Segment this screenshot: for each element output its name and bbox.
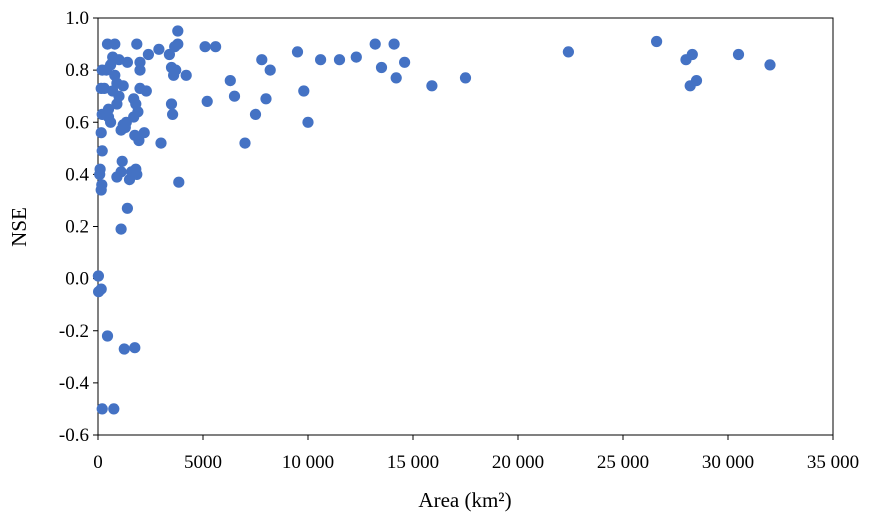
data-point	[260, 93, 272, 105]
y-tick-label: -0.2	[59, 321, 89, 342]
y-axis-title: NSE	[7, 207, 31, 247]
data-point	[95, 127, 107, 139]
data-point	[96, 403, 108, 415]
data-point	[96, 179, 108, 191]
data-point	[375, 61, 388, 74]
data-point	[459, 72, 472, 84]
data-point	[131, 168, 143, 180]
data-point	[350, 51, 362, 63]
x-tick-label: 20 000	[492, 452, 544, 473]
data-point	[95, 283, 107, 295]
y-tick-label: -0.6	[59, 425, 89, 446]
x-tick-label: 10 000	[282, 452, 334, 473]
data-point	[172, 38, 184, 50]
data-point	[142, 48, 154, 61]
data-point	[129, 342, 141, 354]
tick-labels: -0.6 -0.4 -0.2 0.0 0.2 0.4 0.6 0.8 1.0 0 5000 10 00…	[59, 8, 859, 473]
data-point	[165, 98, 178, 110]
data-point	[107, 85, 119, 97]
data-point	[224, 75, 236, 87]
data-point	[129, 129, 141, 141]
data-point	[210, 41, 222, 53]
x-tick-label: 25 000	[597, 452, 649, 473]
data-point	[180, 69, 192, 81]
data-point	[690, 75, 703, 87]
x-tick-label: 30 000	[702, 452, 754, 473]
data-point	[134, 56, 146, 68]
data-point	[113, 54, 125, 66]
data-point	[651, 35, 663, 48]
x-axis-title: Area (km²)	[418, 488, 511, 512]
data-point	[131, 38, 143, 50]
data-point	[173, 176, 185, 188]
y-tick-label: 1.0	[65, 8, 89, 29]
data-point	[167, 108, 179, 120]
data-point	[390, 72, 402, 84]
data-point	[102, 111, 115, 123]
data-point	[426, 80, 438, 92]
data-point	[96, 145, 108, 157]
data-point	[121, 56, 133, 68]
data-point	[256, 54, 268, 66]
data-point	[302, 116, 314, 128]
data-point	[388, 38, 400, 50]
data-point	[298, 85, 310, 97]
data-point	[121, 202, 133, 214]
data-point	[764, 59, 776, 71]
data-point	[155, 137, 167, 149]
x-tick-label: 0	[93, 452, 103, 473]
data-point	[115, 223, 127, 235]
data-point	[116, 155, 128, 167]
y-tick-label: 0.4	[65, 164, 89, 185]
data-point	[201, 95, 213, 107]
x-tick-label: 5000	[184, 452, 222, 473]
y-tick-label: 0.0	[65, 269, 89, 290]
data-point	[199, 41, 211, 53]
data-point	[562, 46, 575, 58]
data-point	[94, 163, 106, 175]
data-point	[111, 171, 123, 183]
data-point	[98, 82, 110, 94]
y-tick-label: 0.2	[65, 217, 89, 238]
data-point	[369, 38, 381, 50]
data-point	[105, 59, 117, 71]
data-point	[239, 137, 251, 149]
data-point	[399, 56, 411, 68]
data-point	[732, 48, 745, 61]
data-point	[134, 64, 146, 76]
data-point	[101, 330, 114, 342]
data-point	[132, 106, 144, 118]
data-point	[170, 64, 182, 76]
data-point	[140, 85, 152, 97]
x-tick-label: 15 000	[387, 452, 439, 473]
data-point	[153, 43, 165, 55]
data-point	[128, 93, 140, 105]
data-point	[228, 90, 241, 102]
data-point	[102, 103, 115, 115]
y-tick-label: 0.6	[65, 112, 89, 133]
data-point	[264, 64, 276, 76]
data-point	[92, 270, 104, 282]
data-point	[138, 127, 150, 139]
data-point	[108, 403, 120, 415]
data-point	[686, 48, 698, 61]
data-point	[315, 54, 327, 66]
data-point	[333, 54, 346, 66]
y-tick-label: 0.8	[65, 60, 89, 81]
x-tick-label: 35 000	[807, 452, 859, 473]
y-tick-label: -0.4	[59, 373, 90, 394]
data-point	[249, 108, 262, 120]
data-point	[109, 38, 121, 50]
data-point	[118, 343, 130, 355]
data-point	[172, 25, 184, 37]
data-point	[291, 46, 304, 58]
data-points	[92, 25, 776, 415]
